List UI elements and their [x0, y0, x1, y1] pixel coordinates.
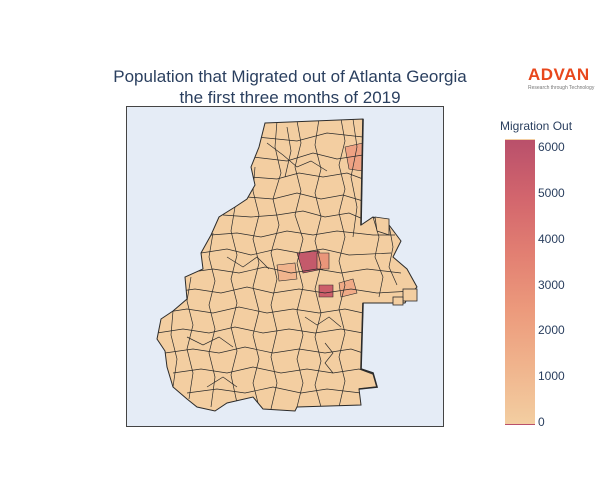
- title-line-1: Population that Migrated out of Atlanta …: [113, 67, 467, 86]
- island-region-1[interactable]: [402, 288, 418, 302]
- island-region-3[interactable]: [374, 216, 390, 236]
- colorbar-title: Migration Out: [500, 119, 573, 133]
- colorbar-tick: 4000: [538, 231, 565, 246]
- logo-wordmark: ADVAN: [528, 65, 590, 84]
- logo-tagline: Research through Technology: [528, 85, 595, 91]
- colorbar-tick: 1000: [538, 369, 565, 384]
- advan-logo: ADVAN Research through Technology: [528, 65, 598, 92]
- colorbar-tick: 2000: [538, 323, 565, 338]
- map-svg[interactable]: [127, 107, 444, 427]
- chart-title: Population that Migrated out of Atlanta …: [60, 66, 520, 108]
- island-region-2[interactable]: [392, 296, 404, 306]
- region-high-2[interactable]: [318, 284, 334, 298]
- colorbar-tick: 3000: [538, 277, 565, 292]
- title-line-2: the first three months of 2019: [179, 88, 401, 107]
- region-mid-1[interactable]: [316, 252, 330, 270]
- colorbar-tick: 5000: [538, 185, 565, 200]
- colorbar-tick: 6000: [538, 140, 565, 155]
- colorbar-tick: 0: [538, 415, 545, 429]
- colorbar: [505, 139, 535, 425]
- map-plot-area[interactable]: [126, 106, 444, 427]
- east-lake-region: [358, 302, 379, 390]
- east-edge: [360, 118, 364, 226]
- region-mid-3[interactable]: [338, 278, 358, 298]
